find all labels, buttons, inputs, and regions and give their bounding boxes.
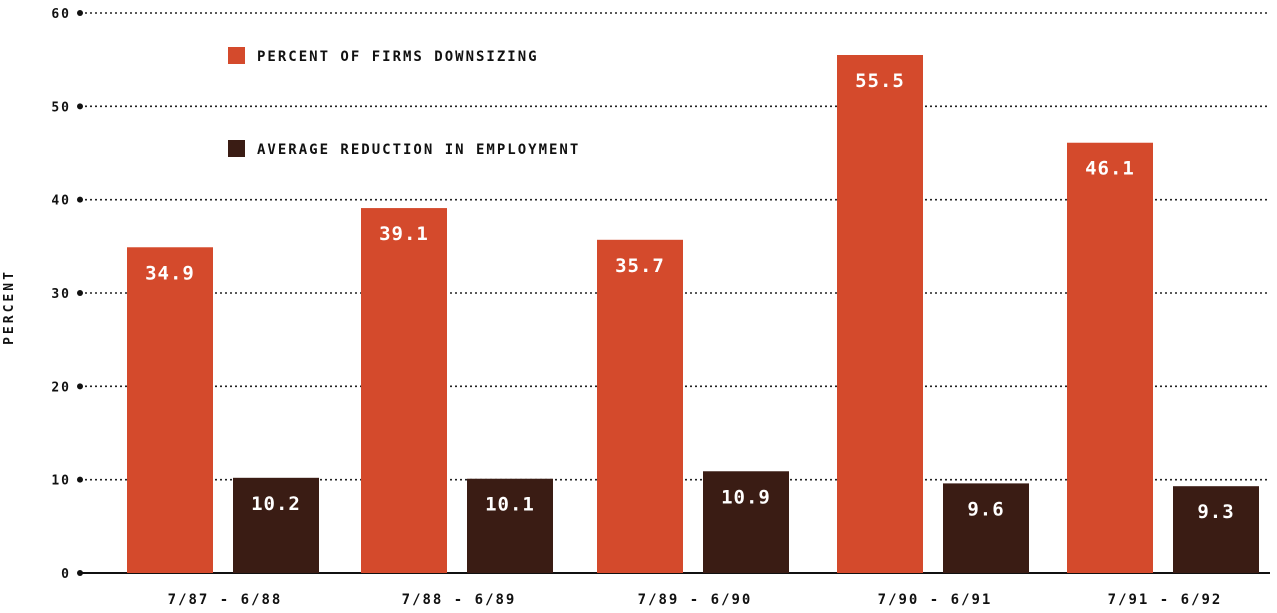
x-category-label: 7/88 - 6/89 bbox=[402, 592, 517, 608]
bar-average-reduction bbox=[233, 477, 319, 573]
bar-value-label: 10.1 bbox=[485, 494, 535, 516]
bar-value-label: 9.6 bbox=[967, 498, 1004, 520]
bar-percent-firms-downsizing bbox=[127, 247, 213, 573]
y-tick-dot bbox=[77, 570, 83, 576]
x-category-label: 7/91 - 6/92 bbox=[1108, 592, 1223, 608]
bar-average-reduction bbox=[467, 478, 553, 573]
y-tick-label: 60 bbox=[51, 7, 71, 22]
bar-average-reduction bbox=[1173, 486, 1259, 573]
bar-value-label: 9.3 bbox=[1197, 501, 1234, 523]
y-axis-ticks: 0 10 20 30 40 50 60 bbox=[51, 7, 83, 582]
bars: 34.9 10.2 39.1 10.1 35.7 10.9 55.5 9.6 46.1 9.3 bbox=[127, 55, 1259, 574]
bar-percent-firms-downsizing bbox=[597, 239, 683, 574]
y-axis-title: PERCENT bbox=[2, 269, 17, 345]
bar-value-label: 10.9 bbox=[721, 486, 771, 508]
bar-value-label: 46.1 bbox=[1085, 158, 1135, 180]
x-axis-category-labels: 7/87 - 6/88 7/88 - 6/89 7/89 - 6/90 7/90 - … bbox=[168, 592, 1223, 608]
legend: PERCENT OF FIRMS DOWNSIZING AVERAGE REDUC… bbox=[228, 47, 580, 158]
y-tick-dot bbox=[77, 476, 83, 483]
y-tick-dot bbox=[77, 196, 83, 203]
y-tick-dot bbox=[77, 290, 83, 296]
y-tick-label: 40 bbox=[51, 194, 71, 209]
bar-average-reduction bbox=[943, 483, 1029, 573]
bar-value-label: 34.9 bbox=[145, 262, 195, 284]
y-tick-label: 10 bbox=[51, 474, 71, 489]
bar-value-label: 35.7 bbox=[615, 255, 665, 277]
bar-percent-firms-downsizing bbox=[837, 55, 923, 573]
legend-swatch bbox=[228, 140, 245, 157]
y-tick-dot bbox=[77, 10, 83, 16]
x-category-label: 7/87 - 6/88 bbox=[168, 592, 283, 608]
x-category-label: 7/90 - 6/91 bbox=[878, 592, 993, 608]
y-tick-label: 30 bbox=[51, 287, 71, 302]
legend-label: PERCENT OF FIRMS DOWNSIZING bbox=[257, 49, 539, 65]
x-category-label: 7/89 - 6/90 bbox=[638, 592, 753, 608]
y-tick-dot bbox=[77, 383, 83, 390]
bar-average-reduction bbox=[703, 471, 789, 573]
bar-value-label: 39.1 bbox=[379, 223, 429, 245]
y-tick-label: 0 bbox=[61, 567, 71, 582]
bar-percent-firms-downsizing bbox=[361, 208, 447, 574]
legend-label: AVERAGE REDUCTION IN EMPLOYMENT bbox=[257, 142, 580, 158]
bar-value-label: 10.2 bbox=[251, 493, 301, 515]
y-tick-label: 20 bbox=[51, 380, 71, 395]
bar-value-label: 55.5 bbox=[855, 70, 905, 92]
bar-percent-firms-downsizing bbox=[1067, 142, 1153, 573]
y-tick-label: 50 bbox=[51, 100, 71, 115]
y-tick-dot bbox=[77, 103, 83, 110]
legend-swatch bbox=[228, 47, 245, 64]
